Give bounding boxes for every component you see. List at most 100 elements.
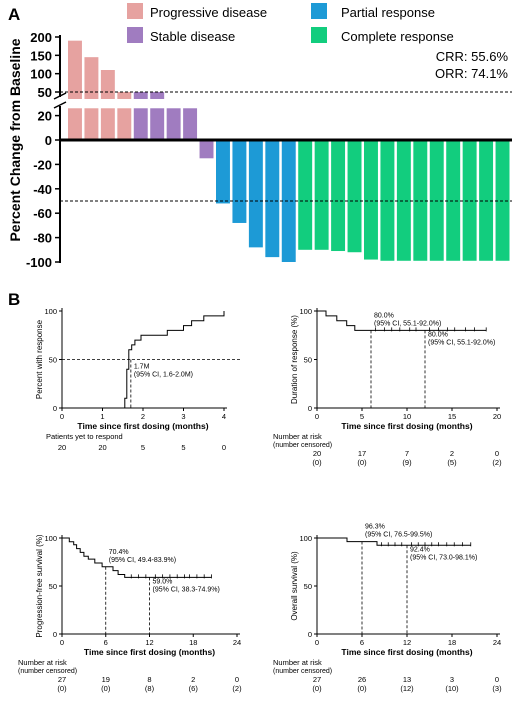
y-tick-label: -80 (33, 231, 52, 246)
y-tick-label: 100 (30, 67, 52, 82)
risk-table-count: 2 (450, 449, 454, 458)
km-x-tick-label: 4 (222, 412, 226, 421)
waterfall-bar (216, 140, 230, 204)
km-landmark-ci: (95% CI, 38.3-74.9%) (153, 586, 220, 593)
legend-label-complete: Complete response (341, 29, 454, 44)
y-tick-label: -60 (33, 206, 52, 221)
km-x-axis-label: Time since first dosing (months) (84, 647, 215, 657)
km-y-tick-label: 50 (49, 356, 57, 365)
km-x-tick-label: 5 (360, 412, 364, 421)
crr-annotation: CRR: 55.6% (436, 49, 509, 64)
km-x-tick-label: 20 (493, 412, 501, 421)
y-tick-label: 20 (38, 109, 52, 124)
km-y-axis-label: Progression-free survival (%) (35, 534, 44, 637)
risk-table-censored: (9) (402, 458, 412, 467)
km-landmark-ci: (95% CI, 73.0-98.1%) (410, 554, 477, 561)
km-landmark-value: 59.0% (153, 578, 173, 585)
risk-table-title: Number at risk (273, 432, 322, 441)
km-x-axis-label: Time since first dosing (months) (77, 421, 208, 431)
km-x-tick-label: 0 (315, 638, 319, 647)
risk-table-count: 8 (147, 675, 151, 684)
km-plot-overall-survival: 0 50 100 0 6 12 18 24 Time since first dosing (m… (273, 524, 502, 693)
y-tick-label: -20 (33, 157, 52, 172)
risk-table-censored: (0) (357, 684, 367, 693)
waterfall-bar (84, 108, 99, 140)
km-x-tick-label: 12 (403, 638, 411, 647)
km-y-tick-label: 0 (308, 630, 312, 639)
risk-table-title-sub: (number censored) (273, 442, 332, 449)
waterfall-bar (347, 140, 362, 253)
waterfall-bar-upper (100, 70, 115, 99)
waterfall-bar-upper (133, 92, 148, 99)
waterfall-bar (150, 108, 165, 140)
risk-table-count: 27 (58, 675, 66, 684)
legend-label-progressive: Progressive disease (150, 5, 267, 20)
waterfall-bar (68, 108, 82, 140)
risk-table-censored: (0) (357, 458, 367, 467)
km-landmark-value: 80.0% (374, 312, 394, 319)
km-y-tick-label: 50 (304, 582, 312, 591)
km-x-tick-label: 24 (493, 638, 501, 647)
km-x-axis-label: Time since first dosing (months) (341, 421, 472, 431)
waterfall-y-label: Percent Change from Baseline (7, 38, 23, 241)
waterfall-bar-upper (117, 92, 132, 99)
km-curve (62, 537, 212, 578)
y-tick-label: -100 (26, 255, 52, 270)
waterfall-bar (183, 108, 198, 140)
risk-table-title: Number at risk (18, 658, 67, 667)
risk-table-title: Number at risk (273, 658, 322, 667)
km-x-tick-label: 1 (100, 412, 104, 421)
risk-table-count: 0 (495, 675, 499, 684)
km-y-tick-label: 0 (53, 630, 57, 639)
km-x-tick-label: 24 (233, 638, 241, 647)
waterfall-bar (479, 140, 494, 261)
km-landmark-value: 80.0% (428, 331, 448, 338)
waterfall-bar (100, 108, 115, 140)
waterfall-bar (265, 140, 280, 258)
km-landmark-ci: (95% CI, 55.1-92.0%) (374, 320, 441, 327)
km-x-tick-label: 6 (360, 638, 364, 647)
waterfall-bar (298, 140, 313, 250)
risk-table-censored: (12) (400, 684, 414, 693)
waterfall-bar (199, 140, 214, 159)
km-median-annotation-ci: (95% CI, 1.6-2.0M) (134, 372, 193, 379)
waterfall-bar-upper (150, 92, 165, 99)
km-x-tick-label: 6 (104, 638, 108, 647)
risk-table-count: 13 (403, 675, 411, 684)
km-x-tick-label: 3 (181, 412, 185, 421)
waterfall-bar (314, 140, 329, 250)
risk-table-count: 17 (358, 449, 366, 458)
waterfall-bar-upper (84, 57, 99, 99)
risk-table-count: 0 (235, 675, 239, 684)
km-x-tick-label: 0 (315, 412, 319, 421)
risk-table-censored: (2) (232, 684, 242, 693)
km-x-tick-label: 0 (60, 412, 64, 421)
risk-table-count: 0 (495, 449, 499, 458)
risk-table-count: 5 (181, 443, 185, 452)
km-y-tick-label: 50 (49, 582, 57, 591)
waterfall-bar (446, 140, 461, 261)
km-landmark-ci: (95% CI, 55.1-92.0%) (428, 339, 495, 346)
waterfall-bar (429, 140, 444, 261)
axis-break-mark (53, 101, 67, 109)
risk-table-count: 7 (405, 449, 409, 458)
km-x-tick-label: 2 (141, 412, 145, 421)
y-tick-label: -40 (33, 182, 52, 197)
km-curve (317, 537, 471, 546)
km-x-tick-label: 18 (189, 638, 197, 647)
y-tick-label: 0 (45, 133, 52, 148)
risk-table-censored: (0) (57, 684, 67, 693)
km-x-tick-label: 12 (145, 638, 153, 647)
waterfall-bar (133, 108, 148, 140)
km-landmark-value: 92.4% (410, 546, 430, 553)
km-curve (317, 310, 487, 331)
km-x-axis-label: Time since first dosing (months) (341, 647, 472, 657)
waterfall-bar (331, 140, 346, 252)
legend-swatch-partial (311, 3, 327, 19)
km-y-axis-label: Overall survival (%) (290, 551, 299, 621)
waterfall-bar (495, 140, 510, 261)
km-y-tick-label: 100 (44, 534, 57, 543)
risk-table-title: Patients yet to respond (46, 432, 123, 441)
